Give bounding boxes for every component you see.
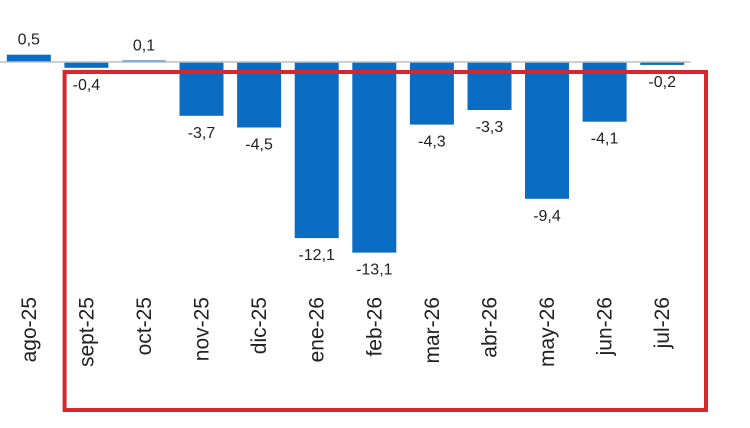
- tick-label-oct-25: oct-25: [133, 297, 156, 355]
- category-tick-labels-layer: ago-25 sept-25 oct-25 nov-25 dic-25 ene-26 feb…: [18, 297, 674, 367]
- data-labels-layer: 0,5 -0,4 0,1 -3,7 -4,5 -12,1 -13,1 -4,3 -3,3 -9,4…: [18, 32, 676, 279]
- tick-label-nov-25: nov-25: [191, 297, 214, 361]
- bar-jul-26: [640, 62, 685, 65]
- tick-label-ago-25: ago-25: [18, 297, 41, 362]
- data-label-jun-26: -4,1: [591, 131, 619, 148]
- tick-label-feb-26: feb-26: [363, 297, 386, 357]
- tick-label-jul-26: jul-26: [651, 297, 674, 349]
- data-label-ene-26: -12,1: [298, 247, 335, 264]
- bar-feb-26: [352, 62, 397, 253]
- bar-ene-26: [294, 62, 339, 239]
- bars-layer: [6, 54, 685, 253]
- tick-label-dic-25: dic-25: [248, 297, 271, 354]
- bar-ago-25: [6, 54, 51, 62]
- data-label-ago-25: 0,5: [18, 32, 40, 49]
- data-label-feb-26: -13,1: [356, 262, 393, 279]
- tick-label-sept-25: sept-25: [75, 297, 98, 367]
- data-label-oct-25: 0,1: [133, 38, 155, 55]
- highlight-box: [62, 70, 709, 412]
- data-label-nov-25: -3,7: [188, 125, 216, 142]
- bar-sept-25: [64, 62, 109, 68]
- data-label-sept-25: -0,4: [73, 77, 101, 94]
- data-label-abr-26: -3,3: [476, 119, 504, 136]
- tick-label-jun-26: jun-26: [594, 297, 617, 356]
- data-label-dic-25: -4,5: [245, 137, 273, 154]
- data-label-mar-26: -4,3: [418, 134, 446, 151]
- data-label-may-26: -9,4: [533, 208, 561, 225]
- tick-label-may-26: may-26: [536, 297, 559, 367]
- tick-label-mar-26: mar-26: [421, 297, 444, 364]
- tick-label-ene-26: ene-26: [306, 297, 329, 362]
- bar-may-26: [525, 62, 569, 199]
- bar-abr-26: [467, 62, 512, 110]
- tick-label-abr-26: abr-26: [479, 297, 502, 358]
- data-label-jul-26: -0,2: [648, 74, 676, 91]
